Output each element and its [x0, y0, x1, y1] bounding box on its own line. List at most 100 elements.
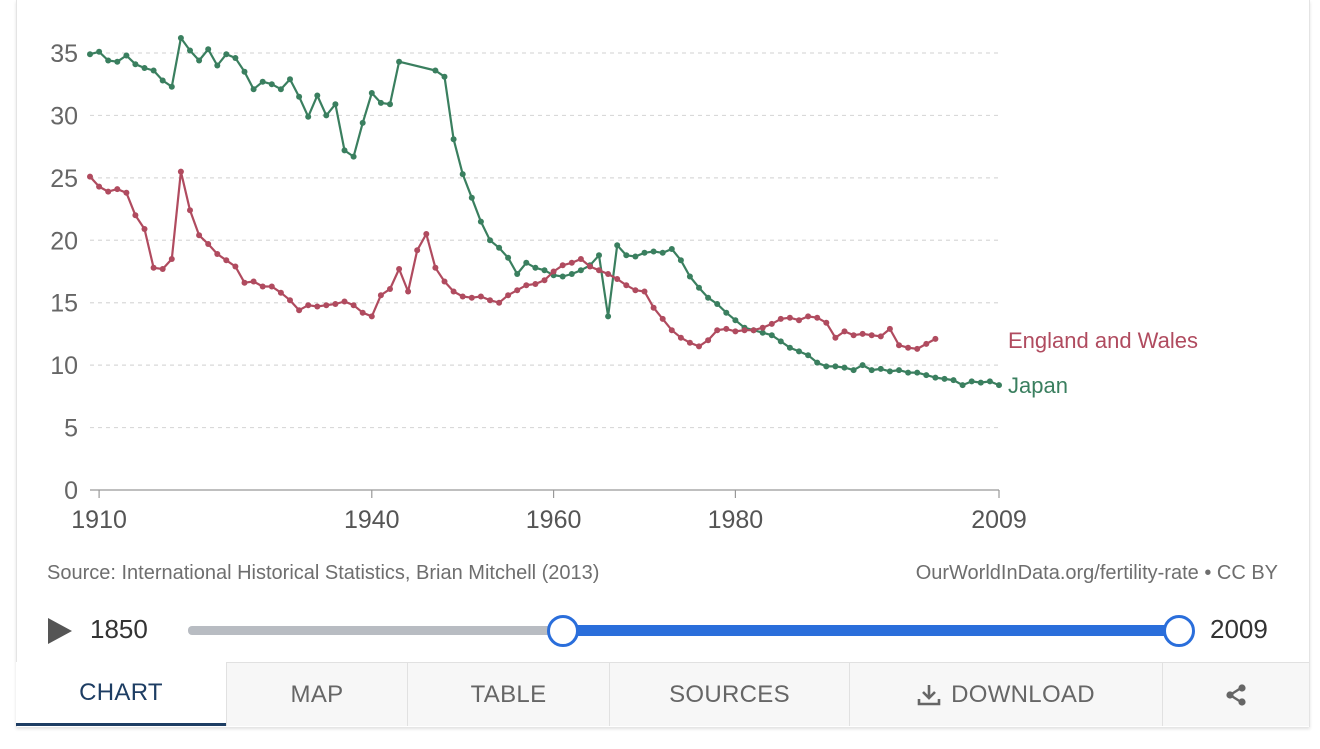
data-point[interactable]	[859, 330, 866, 337]
data-point[interactable]	[268, 81, 275, 88]
data-point[interactable]	[205, 46, 212, 53]
data-point[interactable]	[387, 101, 393, 108]
data-point[interactable]	[305, 113, 312, 120]
data-point[interactable]	[623, 282, 630, 289]
tab-map[interactable]: MAP	[226, 662, 407, 726]
data-point[interactable]	[450, 136, 457, 143]
data-point[interactable]	[187, 47, 193, 54]
data-point[interactable]	[487, 237, 493, 244]
data-point[interactable]	[932, 374, 939, 381]
data-point[interactable]	[923, 372, 930, 379]
data-point[interactable]	[705, 294, 712, 301]
data-point[interactable]	[332, 101, 339, 108]
data-point[interactable]	[568, 259, 575, 266]
data-point[interactable]	[668, 327, 675, 334]
data-point[interactable]	[668, 246, 675, 252]
data-point[interactable]	[805, 352, 812, 359]
data-point[interactable]	[759, 324, 766, 331]
data-point[interactable]	[932, 335, 939, 342]
data-point[interactable]	[259, 283, 266, 290]
data-point[interactable]	[223, 257, 230, 264]
data-point[interactable]	[468, 194, 475, 201]
data-point[interactable]	[432, 264, 439, 271]
data-point[interactable]	[886, 325, 893, 332]
data-point[interactable]	[368, 90, 375, 96]
legend-label[interactable]: Japan	[1008, 373, 1068, 398]
data-point[interactable]	[514, 271, 521, 277]
data-point[interactable]	[823, 319, 830, 326]
data-point[interactable]	[632, 287, 639, 294]
data-point[interactable]	[187, 207, 193, 214]
data-point[interactable]	[214, 251, 221, 257]
data-point[interactable]	[959, 382, 966, 389]
data-point[interactable]	[868, 367, 875, 374]
data-point[interactable]	[677, 257, 684, 264]
data-point[interactable]	[505, 292, 512, 299]
data-point[interactable]	[177, 168, 184, 175]
data-point[interactable]	[559, 262, 566, 269]
data-point[interactable]	[623, 252, 630, 259]
data-point[interactable]	[223, 51, 230, 58]
data-point[interactable]	[196, 232, 203, 239]
data-point[interactable]	[777, 315, 784, 322]
data-point[interactable]	[541, 277, 548, 284]
tab-table[interactable]: TABLE	[407, 662, 609, 726]
data-point[interactable]	[205, 241, 212, 247]
tab-download[interactable]: DOWNLOAD	[849, 662, 1162, 726]
data-point[interactable]	[986, 378, 993, 385]
data-point[interactable]	[250, 278, 257, 285]
data-point[interactable]	[777, 338, 784, 345]
data-point[interactable]	[277, 289, 284, 296]
data-point[interactable]	[786, 314, 793, 321]
data-point[interactable]	[523, 259, 530, 266]
data-point[interactable]	[232, 55, 239, 61]
data-point[interactable]	[432, 67, 439, 74]
data-point[interactable]	[950, 377, 957, 384]
credit-link[interactable]: OurWorldInData.org/fertility-rate • CC B…	[915, 562, 1278, 584]
data-point[interactable]	[614, 242, 621, 249]
data-point[interactable]	[414, 247, 421, 254]
data-point[interactable]	[123, 52, 130, 59]
data-point[interactable]	[350, 302, 357, 309]
data-point[interactable]	[550, 268, 557, 275]
data-point[interactable]	[405, 288, 412, 295]
data-point[interactable]	[459, 293, 466, 300]
data-point[interactable]	[159, 77, 166, 84]
data-point[interactable]	[359, 119, 366, 126]
data-point[interactable]	[368, 313, 375, 320]
data-point[interactable]	[632, 253, 639, 260]
timeline-end-handle[interactable]	[1163, 615, 1195, 647]
data-point[interactable]	[614, 276, 621, 282]
data-point[interactable]	[705, 337, 712, 344]
data-point[interactable]	[859, 362, 866, 369]
data-point[interactable]	[159, 266, 166, 272]
data-point[interactable]	[314, 92, 321, 99]
data-point[interactable]	[577, 256, 584, 262]
data-point[interactable]	[141, 226, 148, 232]
data-point[interactable]	[496, 299, 503, 306]
data-point[interactable]	[377, 99, 384, 106]
data-point[interactable]	[396, 266, 403, 272]
data-point[interactable]	[686, 339, 693, 346]
share-button[interactable]	[1162, 662, 1309, 726]
tab-chart[interactable]: CHART	[16, 662, 226, 726]
data-point[interactable]	[123, 189, 130, 196]
data-point[interactable]	[605, 271, 612, 277]
data-point[interactable]	[732, 317, 739, 324]
data-point[interactable]	[96, 48, 103, 55]
data-point[interactable]	[641, 249, 648, 256]
data-point[interactable]	[650, 248, 657, 255]
data-point[interactable]	[759, 329, 766, 336]
play-icon[interactable]	[48, 618, 72, 644]
data-point[interactable]	[268, 283, 275, 290]
data-point[interactable]	[832, 334, 839, 341]
data-point[interactable]	[768, 332, 775, 339]
data-point[interactable]	[105, 57, 112, 64]
data-point[interactable]	[732, 328, 739, 335]
data-point[interactable]	[277, 86, 284, 93]
data-point[interactable]	[96, 183, 103, 190]
data-point[interactable]	[796, 317, 802, 324]
tab-sources[interactable]: SOURCES	[609, 662, 849, 726]
data-point[interactable]	[577, 267, 584, 274]
data-point[interactable]	[677, 334, 684, 341]
